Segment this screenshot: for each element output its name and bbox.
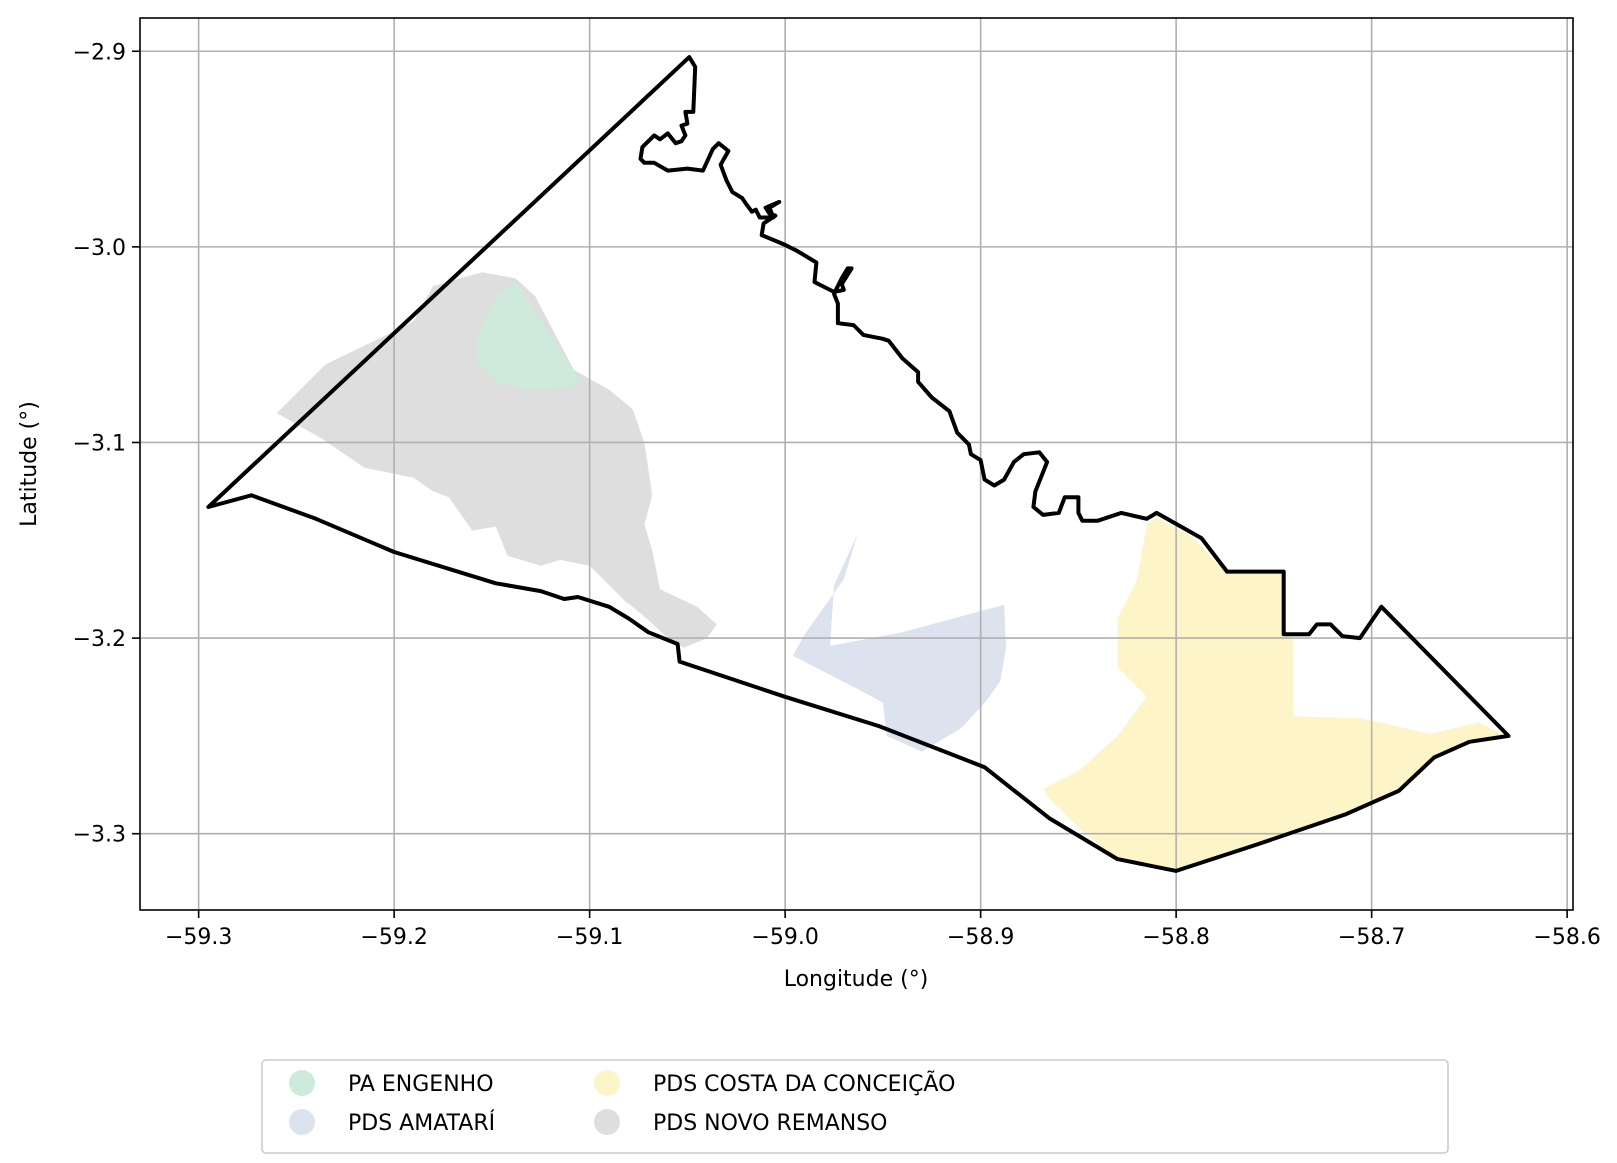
legend-label: PA ENGENHO [348, 1072, 494, 1097]
plot-frame [139, 17, 1574, 911]
y-tick-label: −3.2 [73, 627, 126, 652]
region-pa-engenho [476, 282, 580, 390]
x-tick-label: −58.6 [1533, 925, 1600, 950]
plot-area [139, 17, 1574, 911]
boundary-layer [206, 55, 1511, 873]
legend-marker [594, 1109, 620, 1135]
x-tick-label: −58.8 [1142, 925, 1209, 950]
x-tick-label: −59.2 [360, 925, 427, 950]
legend-items: PA ENGENHO PDS AMATARÍ PDS COSTA DA CONCEI… [289, 1070, 955, 1136]
legend-label: PDS COSTA DA CONCEIÇÃO [653, 1070, 955, 1097]
y-tick-label: −3.1 [73, 431, 126, 456]
y-tick-label: −3.3 [73, 823, 126, 848]
x-tick-label: −58.7 [1338, 925, 1405, 950]
grid-layer [140, 18, 1573, 910]
x-axis-title: Longitude (°) [784, 967, 929, 992]
legend-box [261, 1059, 1449, 1154]
ticks-layer: −59.3 −59.2 −59.1 −59.0 −58.9 −58.8 −58.7 −58.6… [73, 40, 1601, 950]
region-pds-amatar- [793, 534, 1007, 752]
legend-marker [289, 1109, 315, 1135]
legend-marker [289, 1070, 315, 1096]
regions-layer [276, 272, 1505, 871]
legend-label: PDS AMATARÍ [348, 1110, 495, 1136]
region-pds-novo-remanso [276, 272, 717, 648]
y-axis-title: Latitude (°) [17, 401, 42, 527]
x-tick-label: −59.3 [165, 925, 232, 950]
legend-label: PDS NOVO REMANSO [653, 1111, 887, 1136]
x-tick-label: −58.9 [947, 925, 1014, 950]
y-tick-label: −3.0 [73, 236, 126, 261]
region-pds-costa-da-concei-o [1043, 516, 1505, 871]
x-tick-label: −59.1 [556, 925, 623, 950]
y-tick-label: −2.9 [73, 40, 126, 65]
municipality-boundary [206, 55, 1511, 873]
legend-marker [594, 1070, 620, 1096]
legend: PA ENGENHO PDS AMATARÍ PDS COSTA DA CONCEI… [261, 1059, 1449, 1154]
x-tick-label: −59.0 [751, 925, 818, 950]
